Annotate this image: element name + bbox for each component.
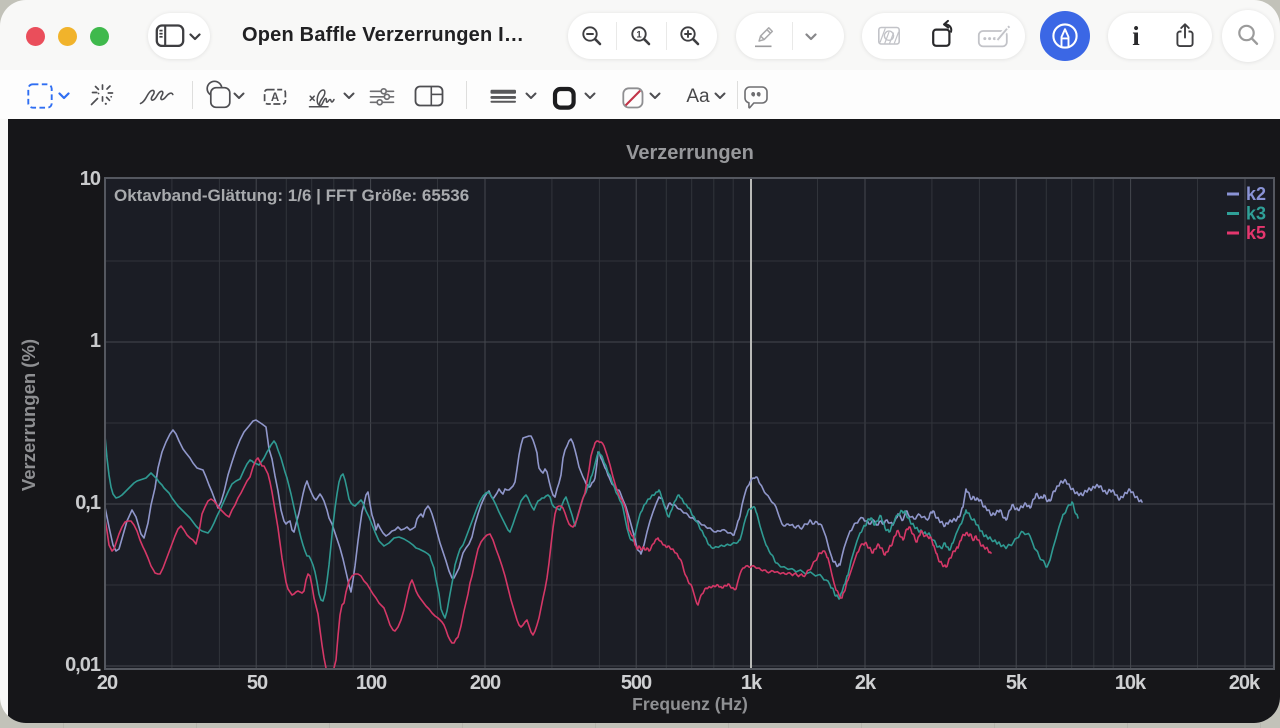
svg-text:k3: k3 <box>1246 204 1266 224</box>
svg-text:Oktavband-Glättung: 1/6 | FFT: Oktavband-Glättung: 1/6 | FFT Größe: 655… <box>114 186 469 205</box>
svg-text:0,01: 0,01 <box>65 654 101 676</box>
svg-text:Verzerrungen (%): Verzerrungen (%) <box>18 339 39 491</box>
svg-text:1: 1 <box>90 330 101 352</box>
svg-text:20k: 20k <box>1229 672 1261 694</box>
svg-text:50: 50 <box>247 672 268 694</box>
svg-text:1: 1 <box>636 29 642 40</box>
svg-text:A: A <box>271 92 279 104</box>
svg-text:k5: k5 <box>1246 223 1266 243</box>
svg-text:500: 500 <box>621 672 652 694</box>
svg-text:1k: 1k <box>741 672 763 694</box>
svg-text:200: 200 <box>470 672 501 694</box>
svg-text:2k: 2k <box>855 672 877 694</box>
svg-text:20: 20 <box>97 672 118 694</box>
svg-text:10: 10 <box>80 168 101 190</box>
svg-text:10k: 10k <box>1115 672 1147 694</box>
svg-text:100: 100 <box>356 672 387 694</box>
svg-text:0,1: 0,1 <box>75 492 101 514</box>
svg-text:Frequenz (Hz): Frequenz (Hz) <box>632 694 748 714</box>
svg-text:Verzerrungen: Verzerrungen <box>626 142 754 164</box>
svg-text:k2: k2 <box>1246 184 1266 204</box>
svg-text:5k: 5k <box>1006 672 1028 694</box>
